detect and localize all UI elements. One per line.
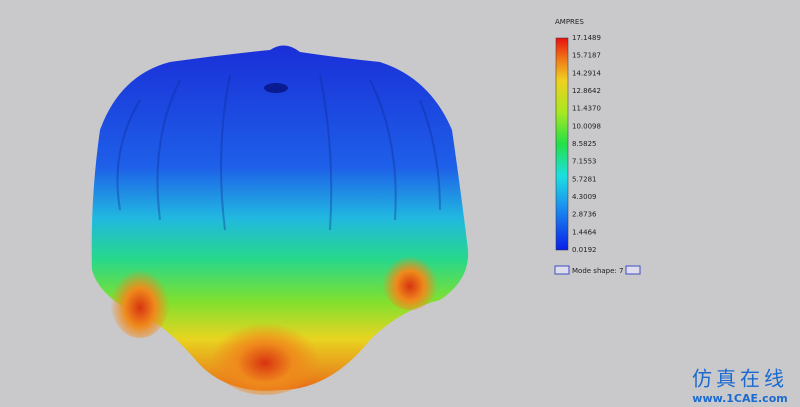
legend-label: 1.4464 <box>572 228 597 236</box>
legend-labels: 17.1489 15.7187 14.2914 12.8642 11.4370 10.00… <box>572 34 601 254</box>
legend-label: 10.0098 <box>572 122 601 130</box>
next-button[interactable] <box>625 265 641 275</box>
watermark-url: www.1CAE.com <box>692 392 787 405</box>
legend-label: 4.3009 <box>572 193 597 201</box>
legend-label: 15.7187 <box>572 52 601 60</box>
legend-label: 17.1489 <box>572 34 601 42</box>
legend-label: 14.2914 <box>572 69 601 77</box>
watermark-title: 仿真在线 <box>692 367 788 391</box>
prev-button[interactable] <box>554 265 570 275</box>
legend-label: 5.7281 <box>572 175 597 183</box>
legend-label: 0.0192 <box>572 246 597 254</box>
model <box>91 45 469 395</box>
legend-label: 11.4370 <box>572 105 601 113</box>
mode-shape-label: Mode shape: 7 <box>572 267 623 275</box>
color-bar <box>555 37 569 251</box>
legend-label: 7.1553 <box>572 158 597 166</box>
legend-label: 8.5825 <box>572 140 597 148</box>
legend-label: 12.8642 <box>572 87 601 95</box>
legend-label: 2.8736 <box>572 211 597 219</box>
legend-title: AMPRES <box>555 18 584 26</box>
